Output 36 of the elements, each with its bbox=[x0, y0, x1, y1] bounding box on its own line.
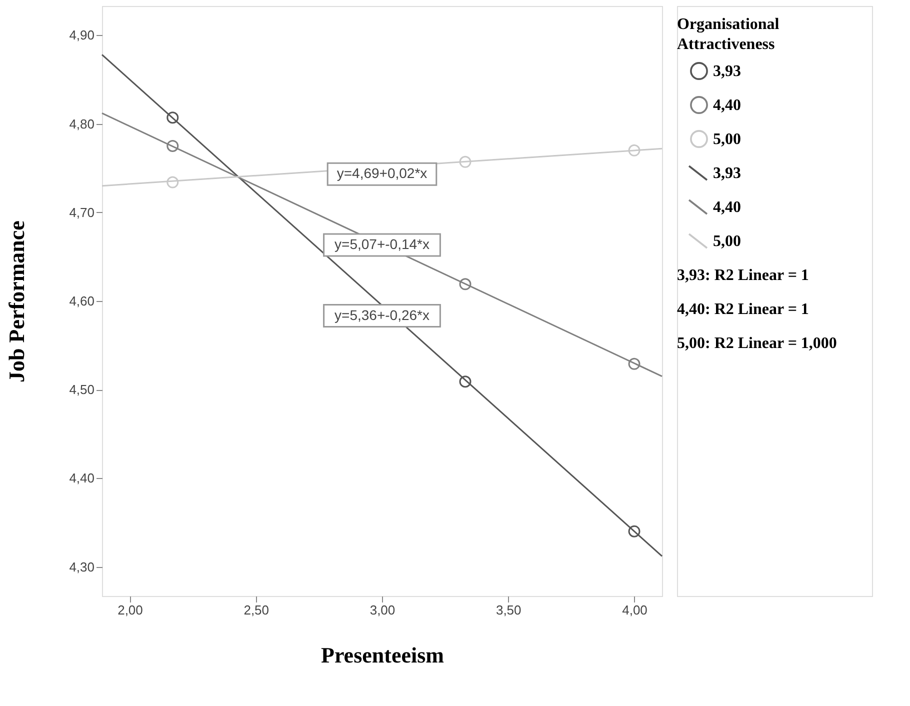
x-tick-label: 2,50 bbox=[244, 602, 270, 618]
annotation: y=5,07+-0,14*x bbox=[334, 236, 430, 252]
legend-label: 3,93 bbox=[713, 63, 741, 80]
point bbox=[459, 278, 472, 290]
x-tick-label: 4,00 bbox=[622, 602, 648, 618]
legend-label: 5,00 bbox=[713, 131, 741, 148]
y-tick-label: 4,90 bbox=[69, 28, 94, 43]
text: 3,93: R2 Linear = 1 bbox=[677, 267, 809, 284]
x-tick-label: 3,50 bbox=[496, 602, 522, 618]
legend-label: 4,40 bbox=[713, 199, 741, 216]
point bbox=[628, 144, 640, 156]
x-tick-label: 3,00 bbox=[370, 602, 396, 618]
y-axis-title: Job Performance bbox=[4, 220, 30, 382]
legend-label: 5,00 bbox=[713, 233, 741, 250]
point bbox=[459, 156, 472, 168]
legend-label: 3,93 bbox=[713, 165, 741, 182]
point bbox=[166, 140, 179, 152]
y-tick-label: 4,60 bbox=[69, 294, 94, 308]
point bbox=[628, 525, 640, 538]
y-tick-label: 4,40 bbox=[69, 470, 94, 486]
point bbox=[166, 112, 179, 124]
point bbox=[459, 376, 472, 388]
y-tick-label: 4,30 bbox=[69, 559, 94, 574]
y-tick-label: 4,50 bbox=[69, 382, 94, 398]
point bbox=[628, 358, 640, 370]
y-tick-label: 4,80 bbox=[69, 116, 94, 132]
annotation: y=5,36+-0,26*x bbox=[334, 306, 430, 323]
y-tick-label: 4,70 bbox=[69, 204, 94, 220]
legend-label: 4,40 bbox=[713, 97, 741, 114]
legend-title: Organisational Attractiveness bbox=[677, 16, 780, 53]
x-axis-title: Presenteeism bbox=[321, 642, 444, 668]
text: 5,00: R2 Linear = 1,000 bbox=[677, 335, 837, 352]
text: 4,40: R2 Linear = 1 bbox=[677, 301, 809, 318]
point bbox=[166, 176, 179, 188]
annotation: y=4,69+0,02*x bbox=[336, 165, 428, 182]
x-tick-label: 2,00 bbox=[118, 602, 143, 618]
